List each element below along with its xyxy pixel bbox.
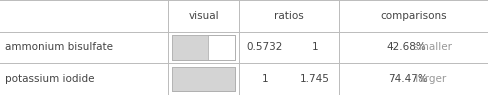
Bar (172, 67, 235, 91)
Text: potassium iodide: potassium iodide (5, 74, 94, 84)
Text: 42.68%: 42.68% (386, 42, 426, 53)
Text: comparisons: comparisons (380, 11, 447, 21)
Bar (172, 67, 235, 91)
Text: 74.47%: 74.47% (388, 74, 428, 84)
Text: 1.745: 1.745 (300, 74, 330, 84)
Bar (340, 33, 487, 62)
Text: smaller: smaller (409, 42, 452, 53)
Bar (172, 35, 235, 60)
Text: 74.47% larger: 74.47% larger (377, 74, 450, 84)
Text: 42.68% smaller: 42.68% smaller (373, 42, 454, 53)
Text: larger: larger (412, 74, 446, 84)
Bar (340, 65, 487, 93)
Text: 0.5732: 0.5732 (246, 42, 283, 53)
Text: ratios: ratios (274, 11, 304, 21)
Text: 1: 1 (262, 74, 268, 84)
Bar (172, 67, 235, 91)
Text: visual: visual (188, 11, 219, 21)
Text: 1: 1 (311, 42, 318, 53)
Bar (172, 35, 235, 60)
Text: ammonium bisulfate: ammonium bisulfate (5, 42, 113, 53)
Bar (172, 35, 208, 60)
